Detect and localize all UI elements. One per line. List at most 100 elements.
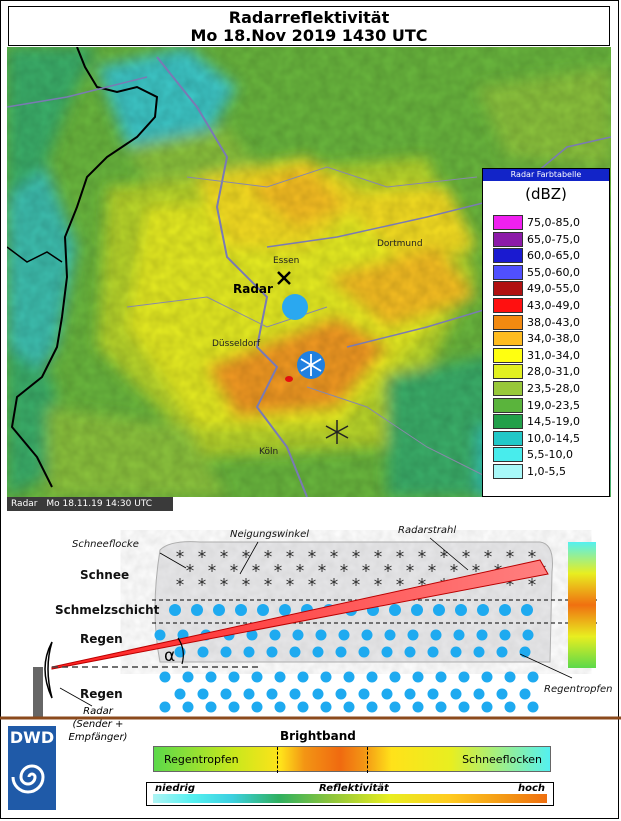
raindrop-icon	[358, 688, 370, 700]
raindrop-icon	[389, 701, 401, 713]
legend-row: 28,0-31,0	[493, 364, 605, 380]
legend-label: 49,0-55,0	[527, 282, 580, 296]
page-title: Radarreflektivität	[228, 8, 390, 27]
annotation-radar: Radar (Sender + Empfänger)	[68, 706, 128, 743]
snowflake-icon	[462, 550, 470, 558]
legend-swatch	[493, 364, 523, 380]
snowflake-icon	[406, 564, 414, 572]
snowflake-icon	[308, 550, 316, 558]
legend-row: 38,0-43,0	[493, 314, 605, 331]
brightband-title: Brightband	[280, 729, 356, 743]
city-label-duesseldorf: Düsseldorf	[212, 339, 261, 349]
legend-row: 5,5-10,0	[493, 447, 605, 463]
snowflake-icon	[330, 550, 338, 558]
legend-label: 28,0-31,0	[527, 365, 580, 379]
raindrop-icon	[335, 688, 347, 700]
snowflake-icon	[198, 550, 206, 558]
legend-label: 60,0-65,0	[527, 249, 580, 263]
snowflake-icon	[428, 564, 436, 572]
snowflake-icon	[242, 578, 250, 586]
snowflake-icon	[318, 564, 326, 572]
snowflake-icon	[264, 578, 272, 586]
layer-label-snow: Schnee	[80, 568, 130, 582]
rain-symbol-icon	[282, 294, 308, 320]
legend-label: 23,5-28,0	[527, 382, 580, 395]
raindrop-icon	[297, 671, 309, 683]
raindrop-icon	[205, 701, 217, 713]
status-source: Radar	[11, 499, 38, 509]
brightband-divider-right	[367, 747, 368, 773]
legend-row: 10,0-14,5	[493, 430, 605, 447]
raindrop-icon	[312, 646, 324, 658]
status-bar: Radar Mo 18.11.19 14:30 UTC	[7, 497, 173, 511]
raindrop-icon	[366, 671, 378, 683]
snowflake-icon	[286, 578, 294, 586]
raindrop-icon	[243, 646, 255, 658]
annotation-radar-beam: Radarstrahl	[398, 525, 457, 536]
raindrop-icon	[458, 701, 470, 713]
legend-swatch	[493, 447, 523, 463]
snowflake-icon	[286, 550, 294, 558]
legend-swatch	[493, 464, 523, 479]
legend-swatch	[493, 298, 523, 313]
raindrop-icon	[522, 629, 534, 641]
snowflake-icon	[528, 578, 536, 586]
legend-label: 5,5-10,0	[527, 448, 573, 462]
dwd-logo-text: DWD	[9, 728, 55, 747]
legend-row: 49,0-55,0	[493, 281, 605, 297]
melting-flake-icon	[499, 604, 511, 616]
raindrop-icon	[182, 671, 194, 683]
raindrop-icon	[274, 671, 286, 683]
raindrop-icon	[159, 671, 171, 683]
reflectivity-high-label: hoch	[517, 783, 545, 794]
legend-label: 31,0-34,0	[527, 348, 580, 362]
legend-label: 75,0-85,0	[527, 216, 580, 229]
snowflake-icon	[418, 550, 426, 558]
raindrop-icon	[251, 701, 263, 713]
raindrop-icon	[519, 688, 531, 700]
city-label-essen: Essen	[273, 256, 300, 266]
snowflake-icon	[374, 578, 382, 586]
legend-swatch	[493, 281, 523, 297]
annotation-alpha: α	[164, 646, 176, 666]
raindrop-icon	[527, 701, 539, 713]
legend-swatch	[493, 331, 523, 347]
legend-label: 14,5-19,0	[527, 415, 580, 429]
map-header: Radarreflektivität Mo 18.Nov 2019 1430 U…	[8, 6, 610, 46]
raindrop-icon	[366, 701, 378, 713]
raindrop-icon	[197, 688, 209, 700]
raindrop-icon	[476, 629, 488, 641]
snowflake-icon	[176, 578, 184, 586]
legend-label: 65,0-75,0	[527, 232, 580, 246]
raindrop-icon	[435, 671, 447, 683]
city-label-koeln: Köln	[259, 447, 279, 457]
raindrop-icon	[473, 646, 485, 658]
raindrop-icon	[159, 701, 171, 713]
raindrop-icon	[496, 688, 508, 700]
raindrop-icon	[473, 688, 485, 700]
legend-label: 38,0-43,0	[527, 315, 580, 329]
melting-flake-icon	[213, 604, 225, 616]
raindrop-icon	[412, 701, 424, 713]
snowflake-icon	[208, 564, 216, 572]
raindrop-icon	[343, 701, 355, 713]
dwd-logo: DWD	[8, 726, 56, 810]
raindrop-icon	[504, 671, 516, 683]
legend-swatch	[493, 430, 523, 446]
snowflake-icon	[484, 550, 492, 558]
legend-row: 65,0-75,0	[493, 231, 605, 248]
melting-flake-icon	[279, 604, 291, 616]
raindrop-icon	[361, 629, 373, 641]
snowflake-icon	[352, 550, 360, 558]
reflectivity-gradient	[153, 794, 547, 803]
radar-label: Radar	[233, 282, 273, 296]
raindrop-icon	[358, 646, 370, 658]
brightband-bar: Regentropfen Schneeflocken	[153, 746, 551, 773]
brightband-diagram: Schnee Schmelzschicht Regen Regen Schnee…	[0, 512, 621, 821]
snowflake-icon	[176, 550, 184, 558]
raindrop-icon	[251, 671, 263, 683]
raindrop-icon	[220, 688, 232, 700]
raindrop-icon	[404, 646, 416, 658]
melting-flake-icon	[389, 604, 401, 616]
